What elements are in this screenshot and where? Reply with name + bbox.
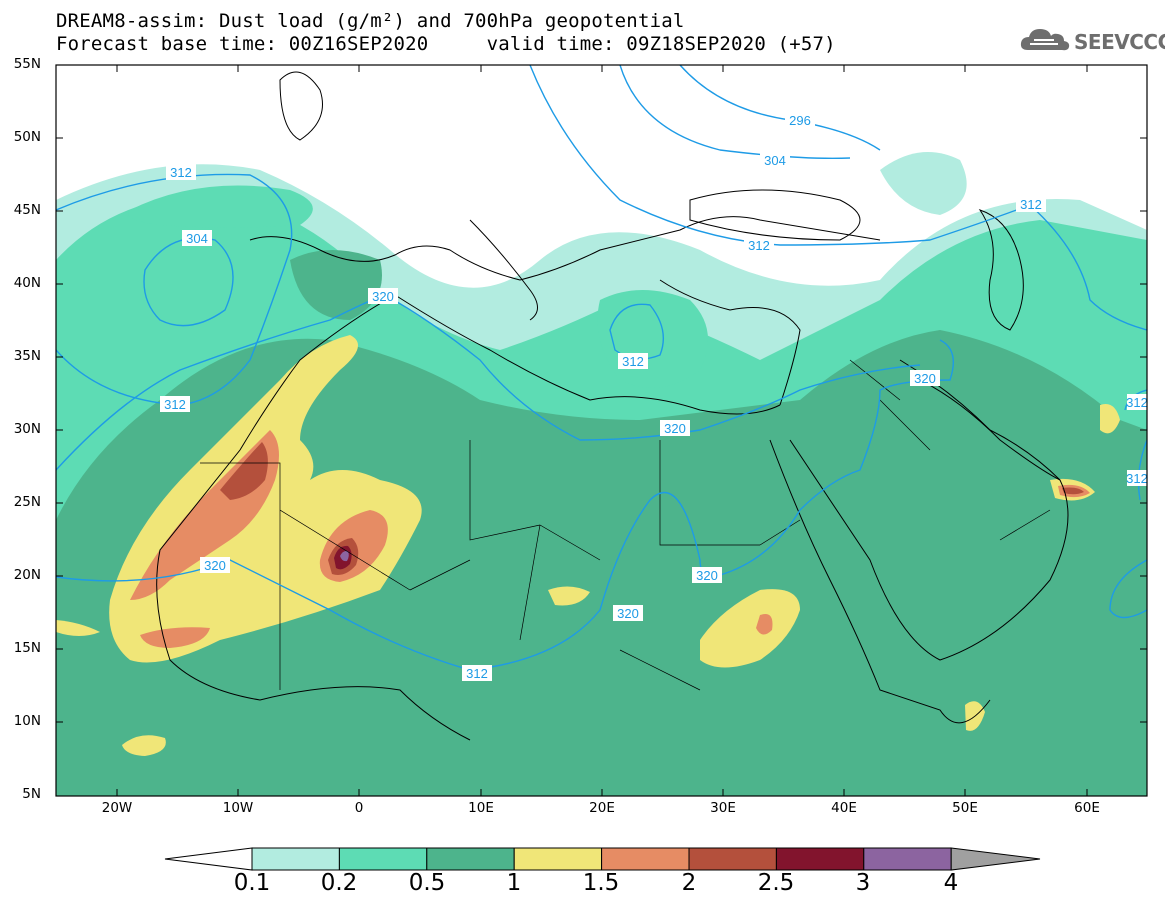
- coastlines: [156, 71, 1069, 741]
- dust-field-1.5-sudan: [756, 614, 773, 635]
- contour-label: 312: [1020, 197, 1042, 212]
- lat-label: 5N: [22, 786, 41, 802]
- legend-label: 1: [506, 870, 522, 896]
- contour-label: 312: [622, 354, 644, 369]
- lat-label: 10N: [13, 713, 41, 729]
- lat-label: 55N: [13, 56, 41, 72]
- dust-field-1-wafrica: [122, 735, 166, 756]
- contour-label: 320: [914, 371, 936, 386]
- lon-label: 30E: [710, 800, 736, 816]
- dust-field-1.5-senegal: [140, 627, 210, 648]
- legend-label: 4: [943, 870, 959, 896]
- contour-label: 304: [186, 231, 208, 246]
- legend-label: 0.2: [320, 870, 358, 896]
- contour-320-north: [56, 294, 921, 471]
- lat-label: 50N: [13, 129, 41, 145]
- contour-312-east: [1109, 559, 1147, 619]
- map-title-line2: Forecast base time: 00Z16SEP2020 valid t…: [56, 33, 836, 55]
- dust-field-0.2-nw: [128, 185, 313, 228]
- lon-label: 50E: [952, 800, 978, 816]
- coastline-gb: [279, 71, 323, 141]
- legend-label: 1.5: [582, 870, 620, 896]
- contour-label: 320: [617, 606, 639, 621]
- contour-label: 312: [466, 666, 488, 681]
- contour-label: 304: [764, 153, 786, 168]
- contour-label: 320: [204, 558, 226, 573]
- dust-field-0.5-iberia: [290, 250, 382, 320]
- legend-label: 3: [855, 870, 871, 896]
- contour-label: 312: [170, 165, 192, 180]
- map-title-line1: DREAM8-assim: Dust load (g/m²) and 700hP…: [56, 10, 685, 32]
- coastline-caspian: [978, 209, 1024, 331]
- contour-label: 296: [789, 113, 811, 128]
- coastline-mediterranean-south: [394, 294, 781, 415]
- coastline-redsea: [769, 439, 991, 724]
- contour-304-north: [619, 65, 851, 160]
- dust-field-0.5: [56, 330, 1147, 796]
- dust-field-1-iran: [1100, 404, 1120, 434]
- lat-label: 20N: [13, 567, 41, 583]
- lon-label: 60E: [1074, 800, 1100, 816]
- legend-label: 0.1: [233, 870, 271, 896]
- coastline-blacksea: [689, 189, 861, 241]
- legend-label: 2: [681, 870, 697, 896]
- lon-label: 10W: [222, 800, 254, 816]
- lon-label: 0: [354, 800, 364, 816]
- contour-label: 320: [372, 289, 394, 304]
- borders: [200, 359, 1051, 691]
- dust-field-4: [340, 550, 349, 562]
- cloud-icon: [1020, 29, 1070, 51]
- lon-label: 20E: [589, 800, 615, 816]
- contour-label: 312: [748, 238, 770, 253]
- dust-field-0.1-north: [880, 152, 967, 215]
- lon-label: 10E: [468, 800, 494, 816]
- seevccc-logo: SEEVCCC: [1018, 24, 1165, 58]
- coastline-italy: [469, 219, 538, 321]
- legend-label: 2.5: [757, 870, 795, 896]
- lon-label: 40E: [831, 800, 857, 816]
- lat-label: 45N: [13, 202, 41, 218]
- dust-field-2: [220, 442, 268, 500]
- contour-label: 320: [696, 568, 718, 583]
- lon-label: 20W: [101, 800, 133, 816]
- lon-ticks: [116, 65, 1088, 796]
- dust-field-1-atlantic: [56, 620, 100, 636]
- legend-label: 0.5: [408, 870, 446, 896]
- contour-312-north: [529, 65, 1147, 331]
- contour-label: 312: [1126, 395, 1148, 410]
- dust-fields: [56, 65, 1147, 796]
- lat-label: 40N: [13, 275, 41, 291]
- lat-label: 15N: [13, 640, 41, 656]
- logo-text: SEEVCCC: [1074, 30, 1165, 54]
- lat-ticks: [56, 64, 1147, 723]
- border-lines: [200, 359, 1051, 691]
- coastline-persian-gulf: [919, 379, 1061, 481]
- lat-label: 35N: [13, 348, 41, 364]
- contour-label: 320: [664, 421, 686, 436]
- lat-label: 25N: [13, 494, 41, 510]
- contour-320: [56, 339, 954, 671]
- coastline-levant: [659, 279, 801, 406]
- dust-field-2-oman: [1062, 487, 1084, 495]
- dust-field-1-chad: [548, 586, 590, 606]
- coastline-europe: [249, 216, 881, 281]
- coastline-africa-west: [156, 294, 471, 741]
- contour-label: 312: [1126, 471, 1148, 486]
- lat-label: 30N: [13, 421, 41, 437]
- contour-labels: 296 304 304 312 312 312 312 320 320 320 …: [160, 112, 1148, 681]
- contour-label: 312: [164, 397, 186, 412]
- dust-field-1-sudan: [700, 589, 800, 668]
